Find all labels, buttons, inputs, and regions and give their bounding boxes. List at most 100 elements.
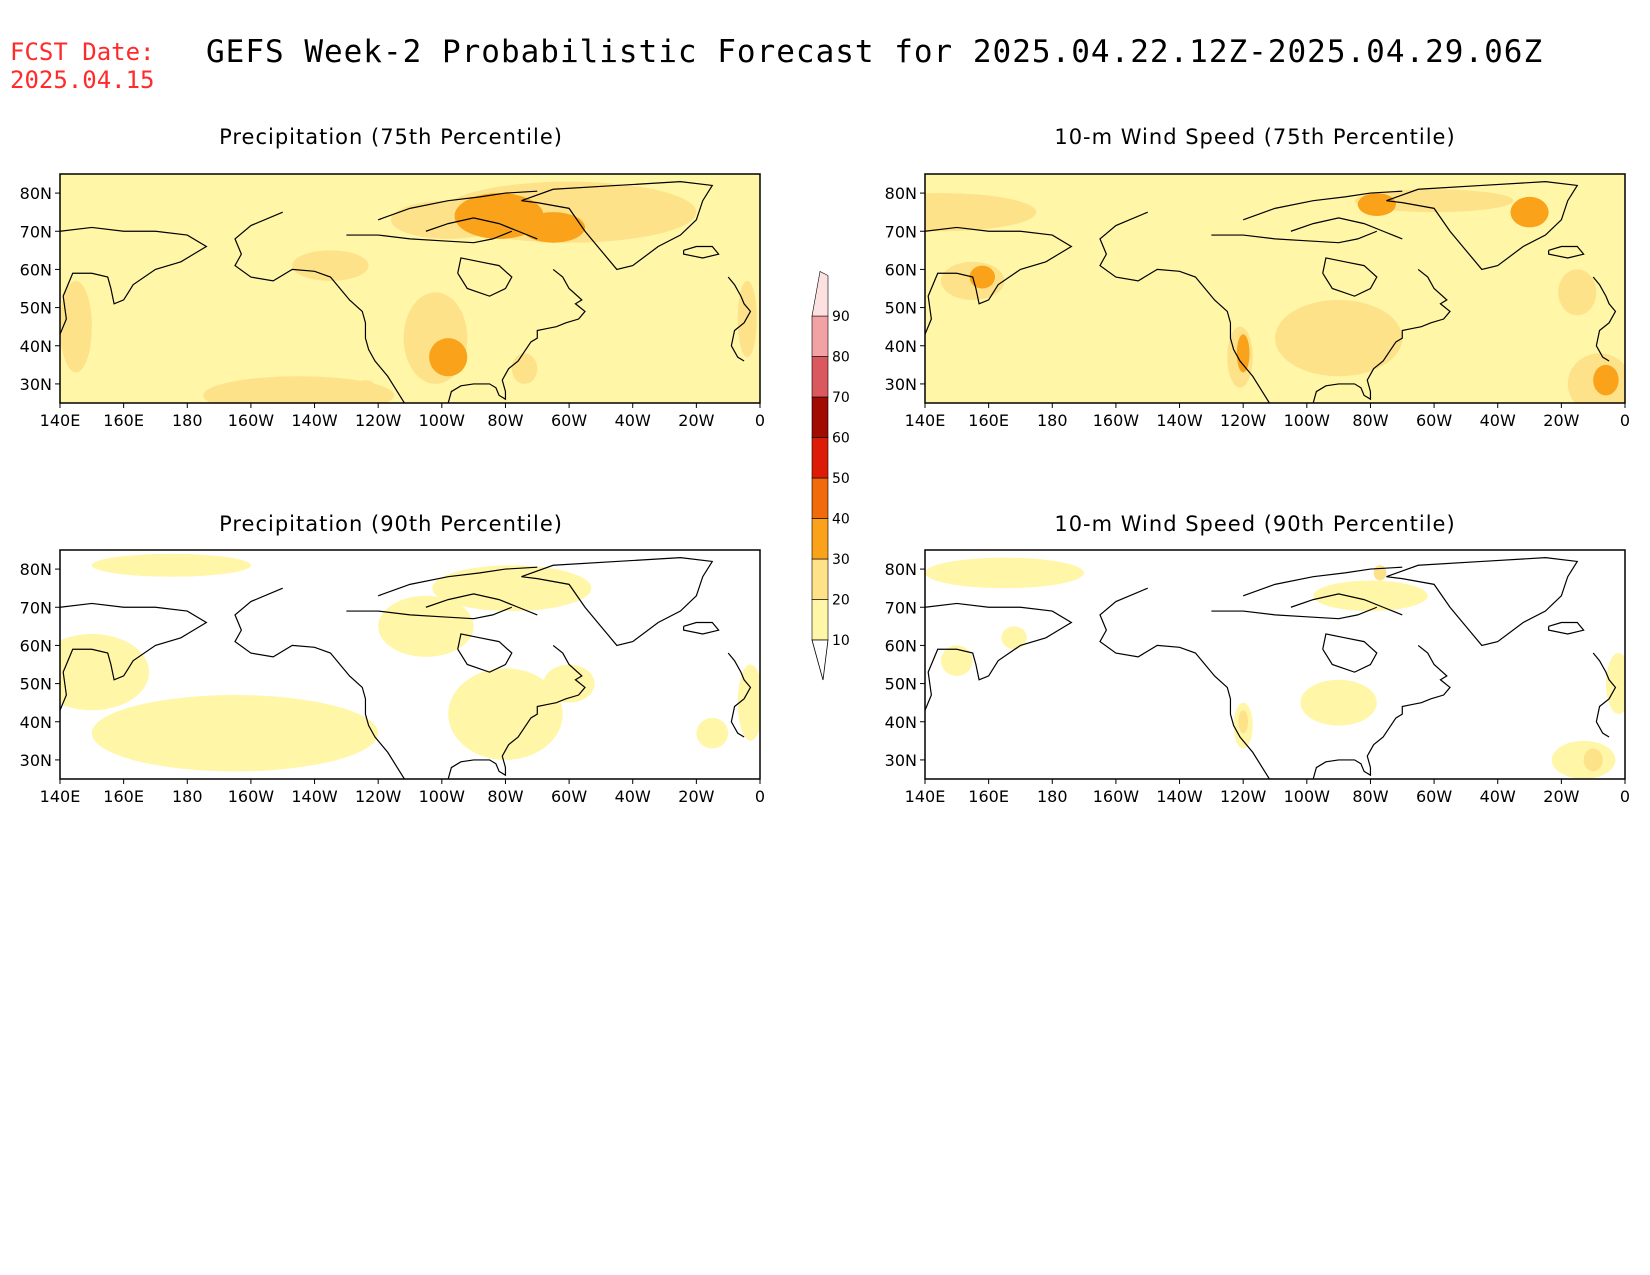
lon-tick-label: 60W xyxy=(551,411,587,430)
field-contour xyxy=(448,668,563,760)
lon-tick-label: 100W xyxy=(1284,787,1331,806)
coastline xyxy=(683,245,720,259)
colorbar-swatch xyxy=(811,558,829,600)
coastline xyxy=(1099,587,1271,779)
colorbar-swatch xyxy=(811,599,829,641)
lon-tick-label: 120W xyxy=(355,787,402,806)
lon-tick-label: 120W xyxy=(355,411,402,430)
map-panel-precip90: 80N 70N 60N 50N 40N 30N 140E 160E 180 160W 140W 120… xyxy=(20,549,765,806)
lat-tick-label: 40N xyxy=(20,713,52,732)
lon-tick-label: 20W xyxy=(1543,411,1579,430)
field-contour xyxy=(1238,710,1248,734)
lat-tick-label: 30N xyxy=(20,751,52,770)
lon-tick-label: 140W xyxy=(291,787,338,806)
lat-tick-label: 70N xyxy=(885,222,917,241)
lat-tick-label: 40N xyxy=(885,337,917,356)
coastline xyxy=(1592,276,1617,362)
field-contour xyxy=(1275,299,1403,377)
lon-tick-label: 180 xyxy=(1037,411,1068,430)
lon-tick-label: 100W xyxy=(419,411,466,430)
lat-tick-label: 70N xyxy=(20,222,52,241)
field-contour xyxy=(91,695,379,772)
fcst-date-caption: FCST Date: xyxy=(10,38,155,66)
colorbar-swatch xyxy=(811,477,829,519)
colorbar-swatch xyxy=(811,437,829,479)
panel-title-wind90: 10-m Wind Speed (90th Percentile) xyxy=(1054,512,1456,536)
coastline xyxy=(457,633,513,673)
coastline xyxy=(1211,230,1378,244)
map-frame xyxy=(924,173,1626,404)
lon-tick-label: 140W xyxy=(291,411,338,430)
lon-tick-label: 160W xyxy=(1093,411,1140,430)
field-contour xyxy=(1236,334,1250,373)
field-contour xyxy=(378,595,474,657)
coastline xyxy=(1322,633,1378,673)
lon-tick-label: 20W xyxy=(1543,787,1579,806)
lat-tick-label: 60N xyxy=(20,636,52,655)
coastline xyxy=(60,226,208,335)
panel-title-precip75: Precipitation (75th Percentile) xyxy=(219,125,563,149)
fcst-date-value: 2025.04.15 xyxy=(10,66,155,94)
coastline xyxy=(425,593,538,616)
coastline xyxy=(1592,652,1617,738)
colorbar-swatch xyxy=(811,356,829,398)
field-contour xyxy=(1551,740,1616,779)
lon-tick-label: 120W xyxy=(1220,411,1267,430)
lon-tick-label: 100W xyxy=(1284,411,1331,430)
coastline xyxy=(425,217,538,240)
map-frame xyxy=(924,549,1626,780)
coastline xyxy=(521,181,714,271)
lon-tick-label: 140W xyxy=(1156,787,1203,806)
lon-tick-label: 60W xyxy=(1416,411,1452,430)
coastline xyxy=(1322,257,1378,297)
field-contour xyxy=(1373,565,1387,581)
coastline xyxy=(346,606,513,620)
coastline xyxy=(1548,245,1585,259)
lon-tick-label: 20W xyxy=(678,787,714,806)
field-contour xyxy=(511,353,538,384)
field-contour xyxy=(352,380,379,403)
colorbar-label: 30 xyxy=(832,552,850,568)
field-contour xyxy=(432,565,592,612)
lon-tick-label: 180 xyxy=(172,787,203,806)
lon-tick-label: 140E xyxy=(40,411,81,430)
lon-tick-label: 40W xyxy=(1480,411,1516,430)
colorbar-label: 70 xyxy=(832,390,850,406)
colorbar-swatch xyxy=(811,315,829,357)
lon-tick-label: 60W xyxy=(1416,787,1452,806)
field-base xyxy=(925,550,1625,779)
lon-tick-label: 0 xyxy=(755,411,765,430)
field-contour xyxy=(1605,653,1625,715)
map-panel-precip75: 80N 70N 60N 50N 40N 30N 140E 160E 180 160W 140W 120… xyxy=(20,173,765,430)
lon-tick-label: 160W xyxy=(1093,787,1140,806)
lat-tick-label: 70N xyxy=(20,598,52,617)
coastline xyxy=(346,230,513,244)
page-title: GEFS Week-2 Probabilistic Forecast for 2… xyxy=(206,34,1544,70)
coastline xyxy=(683,621,720,635)
coastline xyxy=(447,268,586,403)
lat-tick-label: 50N xyxy=(885,675,917,694)
field-contour xyxy=(696,717,729,749)
coastline xyxy=(727,276,752,362)
lat-tick-label: 40N xyxy=(20,337,52,356)
field-contour xyxy=(91,553,251,577)
colorbar-lower-extend xyxy=(811,639,829,681)
field-contour xyxy=(60,280,92,373)
colorbar-swatch xyxy=(811,518,829,560)
lon-tick-label: 40W xyxy=(615,411,651,430)
coastline xyxy=(1290,217,1403,240)
lon-tick-label: 80W xyxy=(487,787,523,806)
lon-tick-label: 120W xyxy=(1220,787,1267,806)
lon-tick-label: 140W xyxy=(1156,411,1203,430)
lon-tick-label: 160W xyxy=(228,787,275,806)
lon-tick-label: 40W xyxy=(615,787,651,806)
lat-tick-label: 60N xyxy=(885,636,917,655)
lat-tick-label: 40N xyxy=(885,713,917,732)
coastline xyxy=(377,190,538,221)
lon-tick-label: 40W xyxy=(1480,787,1516,806)
coastline xyxy=(521,557,714,647)
lat-tick-label: 30N xyxy=(885,751,917,770)
field-contour xyxy=(429,338,468,377)
lon-tick-label: 140E xyxy=(40,787,81,806)
field-contour xyxy=(203,376,395,403)
